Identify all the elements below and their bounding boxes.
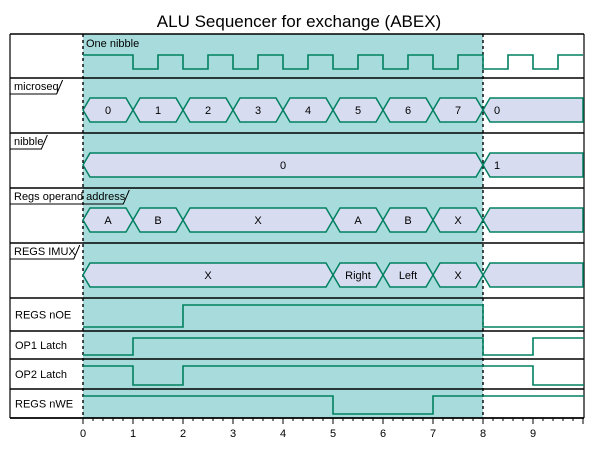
bus-value: B (154, 215, 161, 227)
row-label: REGS IMUX (14, 246, 76, 258)
digital-waveform (83, 395, 584, 415)
diagram-title: ALU Sequencer for exchange (ABEX) (157, 12, 441, 31)
digital-waveform (83, 304, 584, 328)
bus-value: 1 (494, 160, 500, 172)
bus-value: A (104, 215, 112, 227)
bus-segment (482, 152, 584, 178)
bus-segment (482, 262, 584, 288)
row-label: Regs operand address (14, 191, 126, 203)
digital-waveform (83, 337, 584, 356)
row-label: microseq (14, 81, 59, 93)
label-tab (10, 134, 48, 150)
tick-label: 7 (430, 428, 436, 440)
digital-waveform (83, 365, 584, 386)
bus-segment (482, 97, 584, 123)
row-regs-noe: REGS nOE (15, 304, 584, 328)
row-label: nibble (14, 136, 43, 148)
label-tab (10, 244, 81, 260)
bus-value: 0 (105, 105, 111, 117)
bus-value: 1 (155, 105, 161, 117)
bus-value: Left (399, 270, 417, 282)
bus-value: 4 (305, 105, 311, 117)
tick-label: 8 (480, 428, 486, 440)
row-op2-latch: OP2 Latch (15, 365, 584, 386)
row-clock: One nibble (83, 38, 583, 70)
label-tab (10, 79, 64, 95)
tick-label: 4 (280, 428, 286, 440)
bus-value: B (404, 215, 411, 227)
tick-label: 2 (180, 428, 186, 440)
row-label: REGS nWE (15, 399, 73, 411)
bus-value: 5 (355, 105, 361, 117)
row-nibble: nibble 0 1 (10, 134, 584, 178)
tick-label: 0 (80, 428, 86, 440)
bus-value: 6 (405, 105, 411, 117)
bus-value: X (454, 215, 462, 227)
row-label: REGS nOE (15, 310, 71, 322)
bus-value: 0 (280, 160, 286, 172)
tick-label: 5 (330, 428, 336, 440)
row-label: OP2 Latch (15, 369, 67, 381)
row-op1-latch: OP1 Latch (15, 337, 584, 356)
bus-value: X (204, 270, 212, 282)
label-tab (10, 189, 130, 205)
tick-label: 3 (230, 428, 236, 440)
bus-value: X (454, 270, 462, 282)
time-axis: 0 1 2 3 4 5 6 7 8 9 (10, 417, 584, 440)
tick-label: 9 (530, 428, 536, 440)
rows-layer: One nibble microseq 0 1 2 3 4 5 6 7 0 nibble 0 1 Regs … (10, 38, 584, 415)
tick-label: 1 (130, 428, 136, 440)
row-regs-operand-address: Regs operand address A B X A B X (10, 189, 584, 233)
bus-value: 3 (255, 105, 261, 117)
one-nibble-annotation: One nibble (86, 38, 139, 50)
bus-value: A (354, 215, 362, 227)
row-microseq: microseq 0 1 2 3 4 5 6 7 0 (10, 79, 584, 123)
bus-segment (482, 207, 584, 233)
row-regs-imux: REGS IMUX X Right Left X (10, 244, 584, 288)
bus-value: 0 (494, 105, 500, 117)
bus-value: 2 (205, 105, 211, 117)
bus-value: 7 (455, 105, 461, 117)
row-regs-nwe: REGS nWE (15, 395, 584, 415)
bus-value: X (254, 215, 262, 227)
tick-label: 6 (380, 428, 386, 440)
clock-waveform (83, 54, 583, 70)
bus-value: Right (345, 270, 371, 282)
row-label: OP1 Latch (15, 340, 67, 352)
